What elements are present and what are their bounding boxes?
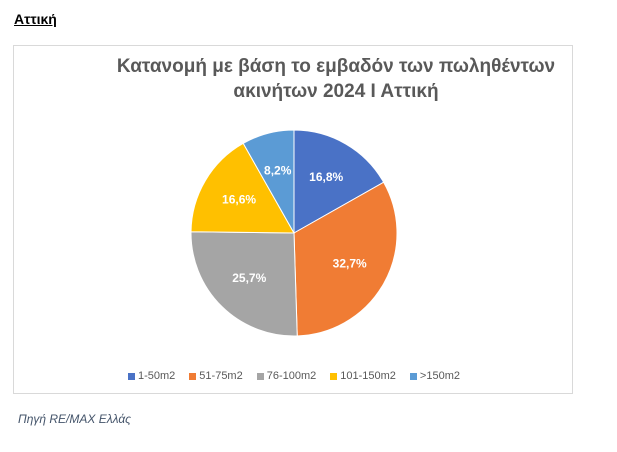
legend-item: 51-75m2 xyxy=(189,370,243,382)
pie-area: 16,8% 32,7% 25,7% 16,6% 8,2% xyxy=(190,129,398,337)
legend-swatch xyxy=(128,372,135,380)
legend-swatch xyxy=(256,372,264,380)
pie-slice xyxy=(190,142,295,234)
legend-label: 1-50m2 xyxy=(138,370,176,382)
data-label: 25,7% xyxy=(232,271,266,285)
legend-swatch xyxy=(409,372,417,380)
legend: 1-50m2 51-75m2 76-100m2 101-150m2 >150m2 xyxy=(14,370,574,382)
chart-title: Κατανομή με βάση το εμβαδόν των πωληθέντ… xyxy=(116,56,556,102)
pie-slice xyxy=(190,231,298,337)
legend-label: 76-100m2 xyxy=(266,370,317,382)
pie-slice xyxy=(293,181,398,337)
source: Πηγή RE/MAX Ελλάς xyxy=(18,412,132,426)
data-label: 32,7% xyxy=(333,256,367,270)
data-label: 16,6% xyxy=(222,193,256,207)
legend-item: 101-150m2 xyxy=(330,370,396,382)
data-label: 16,8% xyxy=(309,170,343,184)
legend-item: 1-50m2 xyxy=(128,370,175,382)
legend-label: >150m2 xyxy=(419,370,460,382)
legend-item: 76-100m2 xyxy=(256,370,317,382)
data-label: 8,2% xyxy=(264,163,292,177)
chart: 16,8% 32,7% 25,7% 16,6% 8,2% Κατανομή με βάσ… xyxy=(13,45,573,394)
legend-swatch xyxy=(189,372,197,380)
legend-swatch xyxy=(330,372,338,380)
heading: Αττική xyxy=(14,11,57,27)
pie-slice xyxy=(242,129,295,235)
legend-item: >150m2 xyxy=(409,370,460,382)
pie-slice xyxy=(293,129,385,234)
legend-label: 101-150m2 xyxy=(340,370,396,382)
legend-label: 51-75m2 xyxy=(199,370,243,382)
